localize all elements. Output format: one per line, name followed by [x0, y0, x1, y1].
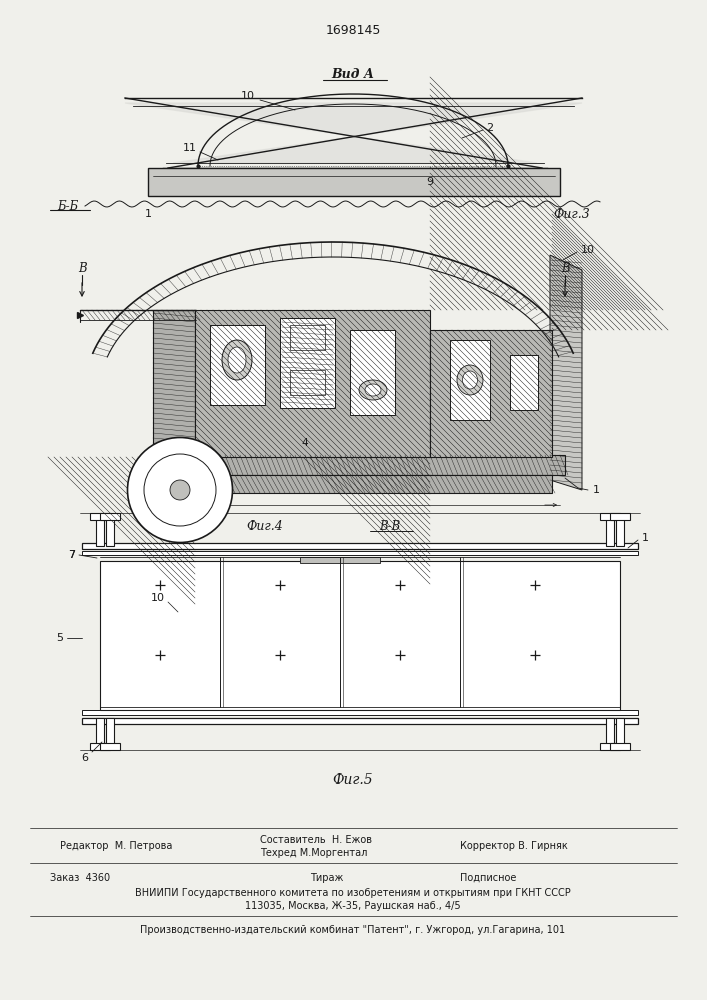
Ellipse shape — [365, 384, 381, 396]
Ellipse shape — [228, 347, 246, 373]
Bar — [210, 325, 265, 405]
Text: 113035, Москва, Ж-35, Раушская наб., 4/5: 113035, Москва, Ж-35, Раушская наб., 4/5 — [245, 901, 461, 911]
Ellipse shape — [462, 371, 477, 389]
Text: 11: 11 — [185, 515, 199, 525]
Text: ВНИИПИ Государственного комитета по изобретениям и открытиям при ГКНТ СССР: ВНИИПИ Государственного комитета по изоб… — [135, 888, 571, 898]
Text: Производственно-издательский комбинат "Патент", г. Ужгород, ул.Гагарина, 101: Производственно-издательский комбинат "П… — [141, 925, 566, 935]
Bar — [153, 310, 195, 457]
Ellipse shape — [359, 380, 387, 400]
Bar — [280, 318, 335, 408]
Ellipse shape — [170, 480, 190, 500]
Bar — [290, 325, 325, 350]
Text: 7: 7 — [69, 550, 76, 560]
Bar — [510, 355, 538, 410]
Bar — [606, 518, 614, 546]
Bar — [82, 543, 638, 549]
Bar — [106, 518, 114, 546]
Bar — [430, 330, 552, 457]
Text: Фиг.3: Фиг.3 — [554, 208, 590, 221]
Bar — [450, 340, 490, 420]
Bar — [300, 557, 380, 563]
Text: Заказ  4360: Заказ 4360 — [50, 873, 110, 883]
Bar — [152, 475, 552, 493]
Text: Вид А: Вид А — [332, 68, 375, 82]
Bar — [96, 718, 104, 746]
Text: 1: 1 — [144, 209, 151, 219]
Text: 7: 7 — [69, 550, 76, 560]
Bar — [106, 718, 114, 746]
Text: 5: 5 — [57, 633, 64, 643]
Bar — [606, 718, 614, 746]
Text: Корректор В. Гирняк: Корректор В. Гирняк — [460, 841, 568, 851]
Bar — [82, 718, 638, 724]
Bar — [90, 513, 110, 520]
Ellipse shape — [127, 438, 233, 542]
Bar — [610, 513, 630, 520]
Ellipse shape — [144, 454, 216, 526]
Polygon shape — [125, 103, 582, 163]
Bar — [196, 493, 208, 515]
Bar — [350, 330, 395, 415]
Text: 11: 11 — [183, 143, 197, 153]
Text: Тираж: Тираж — [310, 873, 344, 883]
Text: Редактор  М. Петрова: Редактор М. Петрова — [60, 841, 173, 851]
Bar — [100, 513, 120, 520]
Bar — [96, 518, 104, 546]
Bar — [90, 743, 110, 750]
Text: Фиг.5: Фиг.5 — [333, 773, 373, 787]
Text: 4: 4 — [302, 438, 308, 448]
Text: 1: 1 — [641, 533, 648, 543]
Bar — [100, 561, 620, 710]
Text: Составитель  Н. Ежов: Составитель Н. Ежов — [260, 835, 372, 845]
Text: 6: 6 — [81, 753, 88, 763]
Text: 10: 10 — [581, 245, 595, 255]
Text: 1698145: 1698145 — [325, 23, 380, 36]
Bar — [290, 370, 325, 395]
Text: 10: 10 — [241, 91, 255, 101]
Bar — [148, 168, 560, 196]
Text: В-В: В-В — [380, 520, 401, 534]
Bar — [82, 551, 638, 555]
Text: 1: 1 — [592, 485, 600, 495]
Polygon shape — [550, 255, 582, 490]
Bar — [600, 743, 620, 750]
Text: 2: 2 — [486, 123, 493, 133]
Bar — [82, 710, 638, 715]
Bar — [600, 513, 620, 520]
Ellipse shape — [222, 340, 252, 380]
Text: В: В — [561, 261, 569, 274]
Bar — [100, 743, 120, 750]
Ellipse shape — [457, 365, 483, 395]
Bar — [152, 455, 565, 475]
Text: Б-Б: Б-Б — [57, 200, 78, 214]
Text: Техред М.Моргентал: Техред М.Моргентал — [260, 848, 368, 858]
Text: Фиг.4: Фиг.4 — [247, 520, 284, 534]
Bar — [616, 518, 624, 546]
Text: Подписное: Подписное — [460, 873, 516, 883]
Text: В: В — [78, 261, 86, 274]
Bar — [610, 743, 630, 750]
Bar — [195, 310, 430, 457]
Bar — [616, 718, 624, 746]
Text: 10: 10 — [151, 593, 165, 603]
Text: 9: 9 — [426, 177, 433, 187]
